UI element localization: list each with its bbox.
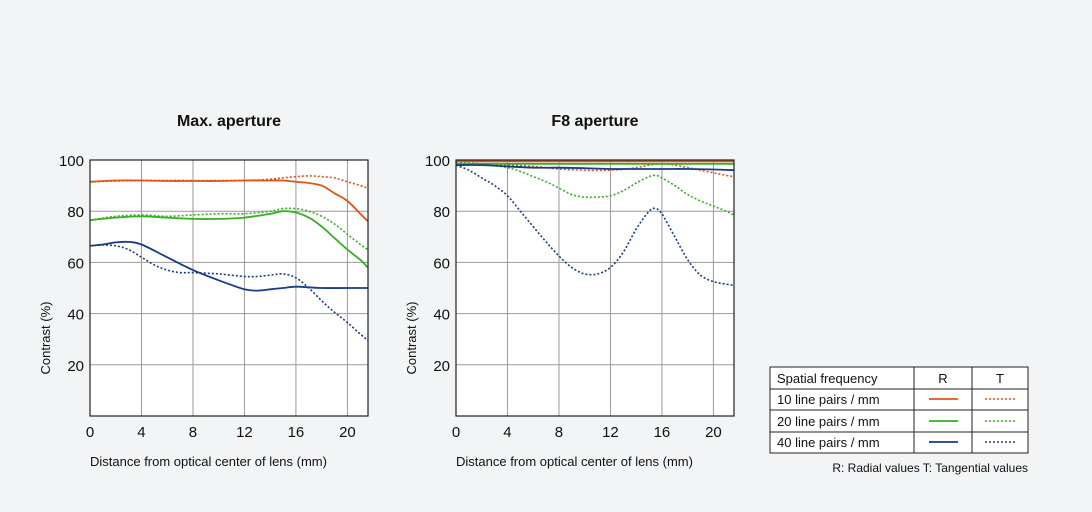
x-tick-label: 8	[555, 424, 563, 441]
x-tick-label: 16	[288, 424, 305, 441]
chart-f8-aperture: 0 4 8 12 16 20 20 40 60 80 100 F8 aperture Distance …	[404, 113, 735, 469]
y-tick-label: 40	[67, 307, 84, 324]
y-tick-label: 20	[67, 358, 84, 375]
x-tick-label: 20	[705, 424, 722, 441]
plot-area	[456, 160, 734, 416]
series-40lpmm-radial-line	[455, 164, 735, 172]
y-tick-label: 60	[67, 255, 84, 272]
x-axis-label: Distance from optical center of lens (mm…	[90, 454, 327, 469]
x-tick-label: 4	[137, 424, 145, 441]
series-40lpmm-tangential-line	[89, 244, 369, 342]
x-tick-label: 8	[189, 424, 197, 441]
y-tick-label: 100	[425, 153, 450, 170]
y-tick-label: 80	[433, 204, 450, 221]
y-axis-label: Contrast (%)	[404, 302, 419, 375]
x-tick-label: 0	[452, 424, 460, 441]
y-tick-label: 60	[433, 255, 450, 272]
y-tick-label: 100	[59, 153, 84, 170]
legend-header-label: Spatial frequency	[777, 371, 878, 386]
y-tick-label: 80	[67, 204, 84, 221]
series-20lpmm-tangential-line	[455, 161, 735, 216]
legend-note: R: Radial values T: Tangential values	[832, 461, 1028, 475]
x-axis-label: Distance from optical center of lens (mm…	[456, 454, 693, 469]
legend-row-10-label: 10 line pairs / mm	[777, 392, 880, 407]
x-tick-label: 12	[602, 424, 619, 441]
series-20lpmm-radial-line	[89, 210, 369, 269]
legend: Spatial frequency R T 10 line pairs / mm…	[769, 366, 1029, 475]
x-tick-label: 16	[654, 424, 671, 441]
chart-max-aperture: 0 4 8 12 16 20 20 40 60 80 100 Max. aperture Distanc…	[38, 113, 369, 469]
series-20lpmm-tangential-line	[89, 207, 369, 251]
legend-row-40-label: 40 line pairs / mm	[777, 435, 880, 450]
x-tick-label: 0	[86, 424, 94, 441]
legend-row-20-label: 20 line pairs / mm	[777, 414, 880, 429]
y-tick-label: 40	[433, 307, 450, 324]
series-10lpmm-tangential-line	[455, 162, 735, 178]
x-tick-label: 12	[236, 424, 253, 441]
plot-frame	[455, 159, 735, 417]
plot-frame	[89, 159, 369, 417]
series-40lpmm-tangential-line	[455, 164, 735, 287]
chart-title: Max. aperture	[177, 113, 281, 130]
y-tick-label: 20	[433, 358, 450, 375]
chart-title: F8 aperture	[551, 113, 638, 130]
legend-header-t: T	[996, 371, 1004, 386]
x-tick-label: 20	[339, 424, 356, 441]
x-tick-label: 4	[503, 424, 511, 441]
y-axis-label: Contrast (%)	[38, 302, 53, 375]
legend-header-r: R	[938, 371, 947, 386]
